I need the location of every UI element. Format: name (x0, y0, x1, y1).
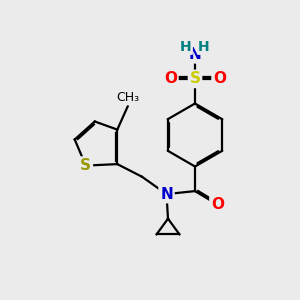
Text: O: O (213, 71, 226, 86)
Text: N: N (189, 47, 201, 62)
Text: CH₃: CH₃ (116, 91, 140, 104)
Text: S: S (190, 71, 200, 86)
Text: O: O (164, 71, 177, 86)
Text: N: N (160, 187, 173, 202)
Text: H: H (198, 40, 210, 54)
Text: S: S (80, 158, 91, 173)
Text: H: H (180, 40, 192, 54)
Text: O: O (211, 197, 224, 212)
